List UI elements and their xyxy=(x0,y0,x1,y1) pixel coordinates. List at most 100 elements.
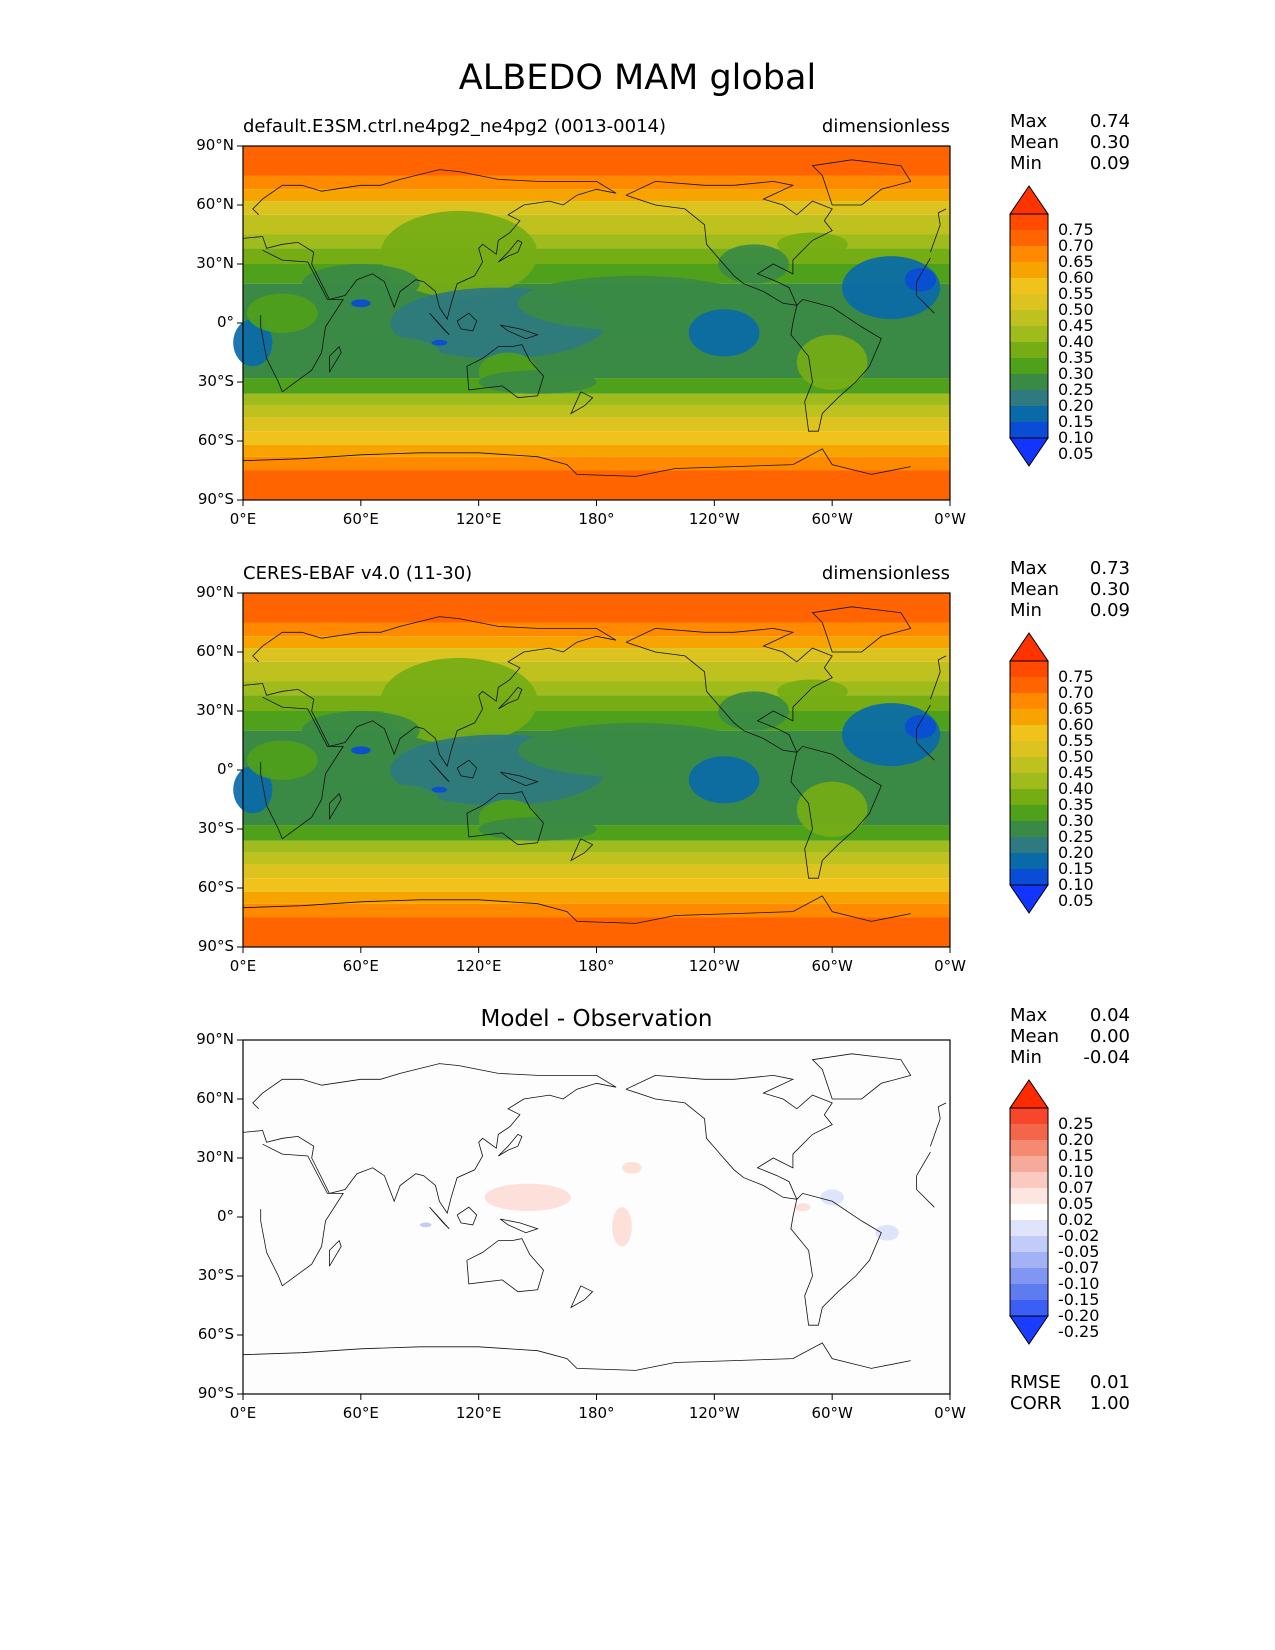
albedo-field xyxy=(233,593,950,947)
colorbar-tick-label: 0.60 xyxy=(1058,715,1094,734)
colorbar-swatch xyxy=(1010,853,1048,869)
colorbar-swatch xyxy=(1010,1188,1048,1204)
colorbar-tick-label: -0.05 xyxy=(1058,1242,1100,1261)
lon-tick-label: 180° xyxy=(578,1404,615,1422)
lon-tick-label: 60°W xyxy=(811,957,853,975)
colorbar-swatch xyxy=(1010,262,1048,278)
units-label: dimensionless xyxy=(821,563,950,584)
map-plot xyxy=(233,145,951,506)
lon-tick-label: 0°W xyxy=(934,1404,966,1422)
lon-tick-label: 60°W xyxy=(811,510,853,528)
colorbar-swatch xyxy=(1010,773,1048,789)
colorbar-tick-label: 0.10 xyxy=(1058,428,1094,447)
colorbar-swatch xyxy=(1010,422,1048,438)
colorbar-swatch xyxy=(1010,677,1048,693)
colorbar-tick-label: 0.30 xyxy=(1058,364,1094,383)
colorbar-tick-label: 0.20 xyxy=(1058,843,1094,862)
colorbar-min-extend xyxy=(1009,1315,1049,1345)
colorbar-swatch xyxy=(1010,1156,1048,1172)
lat-tick-label: 90°N xyxy=(196,1030,234,1048)
colorbar-tick-label: 0.25 xyxy=(1058,827,1094,846)
lat-tick-label: 0° xyxy=(216,313,234,331)
stat-row-mean: Mean 0.30 xyxy=(1010,579,1130,601)
stat-key: Max xyxy=(1010,558,1048,579)
colorbar-swatch xyxy=(1010,741,1048,757)
colorbar-swatch xyxy=(1010,821,1048,837)
colorbar-tick-label: 0.10 xyxy=(1058,875,1094,894)
stat-row-min: Min 0.09 xyxy=(1010,153,1130,175)
figure-title: ALBEDO MAM global xyxy=(458,58,817,98)
colorbar-tick-label: 0.40 xyxy=(1058,779,1094,798)
colorbar-tick-label: 0.50 xyxy=(1058,300,1094,319)
lat-tick-label: 90°N xyxy=(196,136,234,154)
lon-tick-label: 0°W xyxy=(934,957,966,975)
lon-tick-label: 120°E xyxy=(455,510,502,528)
panel-title: Model - Observation xyxy=(480,1006,713,1032)
colorbar-swatch xyxy=(1010,757,1048,773)
stat-value: 0.73 xyxy=(1089,558,1130,579)
colorbar-tick-label: 0.35 xyxy=(1058,795,1094,814)
lon-tick-label: 60°W xyxy=(811,1404,853,1422)
colorbar-tick-label: -0.07 xyxy=(1058,1258,1100,1277)
colorbar-tick-label: 0.75 xyxy=(1058,667,1094,686)
lat-tick-label: 30°N xyxy=(196,1148,234,1166)
colorbar-swatch xyxy=(1010,406,1048,422)
stat-row-max: Max 0.73 xyxy=(1010,558,1130,580)
colorbar-swatch xyxy=(1010,869,1048,885)
lat-tick-label: 90°N xyxy=(196,583,234,601)
lon-tick-label: 180° xyxy=(578,510,615,528)
lon-tick-label: 60°E xyxy=(342,510,379,528)
lon-tick-label: 120°W xyxy=(688,1404,740,1422)
colorbar-swatch xyxy=(1010,278,1048,294)
lon-tick-label: 0°E xyxy=(229,1404,257,1422)
colorbar-swatch xyxy=(1010,374,1048,390)
difference-field xyxy=(243,1040,950,1394)
colorbar-tick-label: 0.55 xyxy=(1058,731,1094,750)
stat-value: 0.09 xyxy=(1089,153,1130,174)
lat-tick-label: 90°S xyxy=(197,490,234,508)
lat-tick-label: 60°S xyxy=(197,431,234,449)
lon-tick-label: 120°E xyxy=(455,957,502,975)
lat-tick-label: 30°N xyxy=(196,254,234,272)
stat-row-max: Max 0.04 xyxy=(1010,1005,1130,1027)
colorbar-swatch xyxy=(1010,725,1048,741)
colorbar-swatch xyxy=(1010,661,1048,677)
colorbar-swatch xyxy=(1010,789,1048,805)
colorbar-swatch xyxy=(1010,310,1048,326)
colorbar-swatch xyxy=(1010,1220,1048,1236)
lon-tick-label: 0°E xyxy=(229,957,257,975)
colorbar-tick-label: 0.40 xyxy=(1058,332,1094,351)
colorbar-tick-label: 0.25 xyxy=(1058,380,1094,399)
colorbar-tick-label: 0.45 xyxy=(1058,316,1094,335)
stat-key: Mean xyxy=(1010,132,1060,153)
colorbar-swatch xyxy=(1010,342,1048,358)
colorbar-tick-label: 0.75 xyxy=(1058,220,1094,239)
stat-row-max: Max 0.74 xyxy=(1010,111,1130,133)
colorbar-tick-label: 0.45 xyxy=(1058,763,1094,782)
colorbar-tick-label: 0.20 xyxy=(1058,1130,1094,1149)
colorbar-max-extend xyxy=(1009,1079,1049,1109)
colorbar xyxy=(1009,185,1049,467)
colorbar-tick-label: 0.15 xyxy=(1058,859,1094,878)
stat-value: 0.30 xyxy=(1089,579,1130,600)
stat-row-min: Min 0.09 xyxy=(1010,600,1130,622)
lon-tick-label: 60°E xyxy=(342,957,379,975)
stat-key: Max xyxy=(1010,111,1048,132)
lat-tick-label: 30°N xyxy=(196,701,234,719)
colorbar-swatch xyxy=(1010,1204,1048,1220)
colorbar xyxy=(1009,1079,1049,1345)
lat-tick-label: 0° xyxy=(216,760,234,778)
stat-row-min: Min -0.04 xyxy=(1010,1047,1130,1069)
stat-row-mean: Mean 0.30 xyxy=(1010,132,1130,154)
lon-tick-label: 120°W xyxy=(688,957,740,975)
colorbar-swatch xyxy=(1010,1140,1048,1156)
colorbar-swatch xyxy=(1010,1236,1048,1252)
lat-tick-label: 60°N xyxy=(196,1089,234,1107)
lat-tick-label: 30°S xyxy=(197,819,234,837)
stat-key: Min xyxy=(1010,153,1042,174)
colorbar-swatch xyxy=(1010,693,1048,709)
colorbar-swatch xyxy=(1010,214,1048,230)
stat-row-rmse: RMSE 0.01 xyxy=(1010,1372,1130,1394)
colorbar-tick-label: 0.30 xyxy=(1058,811,1094,830)
stat-key: Mean xyxy=(1010,579,1060,600)
